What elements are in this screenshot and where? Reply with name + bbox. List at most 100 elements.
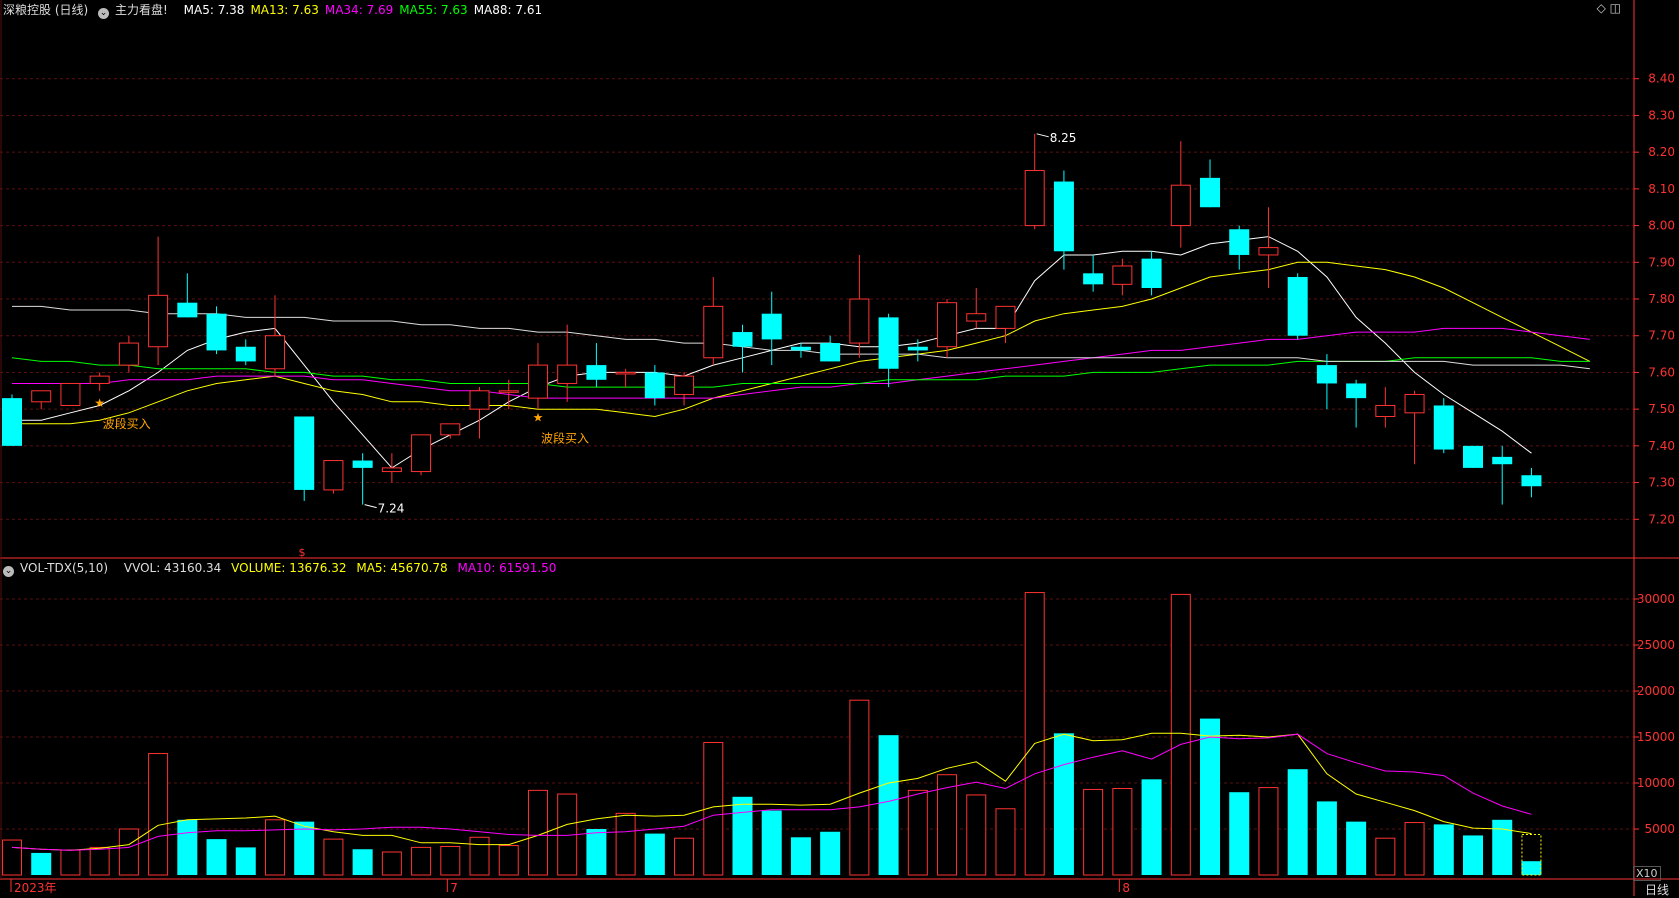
candle-body[interactable] — [790, 346, 811, 351]
candle-body[interactable] — [761, 313, 782, 340]
volume-bar[interactable] — [937, 774, 958, 876]
candle-body[interactable] — [89, 375, 110, 384]
volume-bars[interactable] — [2, 592, 1542, 876]
volume-bar[interactable] — [323, 838, 344, 876]
volume-bar[interactable] — [732, 796, 753, 875]
volume-bar[interactable] — [1316, 801, 1337, 875]
volume-bar[interactable] — [966, 794, 987, 876]
candle-body[interactable] — [148, 294, 169, 348]
candle-body[interactable] — [1112, 265, 1133, 285]
volume-bar[interactable] — [1346, 821, 1367, 875]
volume-bar[interactable] — [411, 846, 432, 876]
candle-body[interactable] — [966, 313, 987, 322]
candle-body[interactable] — [527, 364, 548, 399]
volume-bar[interactable] — [1492, 819, 1513, 875]
candle-body[interactable] — [1521, 475, 1542, 487]
candle-body[interactable] — [1316, 365, 1337, 384]
volume-bar[interactable] — [60, 849, 81, 876]
volume-bar[interactable] — [381, 851, 402, 876]
volume-bar[interactable] — [1083, 788, 1104, 876]
indicator-selector[interactable]: ⌄ 主力看盘! — [98, 3, 174, 19]
volume-bar[interactable] — [440, 845, 461, 876]
candle-body[interactable] — [1433, 405, 1454, 450]
candle-body[interactable] — [60, 382, 81, 406]
volume-bar[interactable] — [674, 837, 695, 876]
candle-body[interactable] — [323, 460, 344, 491]
candle-body[interactable] — [557, 364, 578, 384]
volume-bar[interactable] — [849, 699, 870, 876]
candle-body[interactable] — [1083, 273, 1104, 285]
candle-body[interactable] — [644, 372, 665, 399]
period-label[interactable]: 日线 — [1645, 883, 1670, 897]
volume-bar[interactable] — [469, 836, 490, 876]
panel-icon[interactable]: ◫ — [1609, 1, 1621, 15]
candlestick-series[interactable] — [2, 133, 1542, 505]
candle-body[interactable] — [264, 335, 285, 370]
volume-bar[interactable] — [1433, 824, 1454, 875]
volume-bar[interactable] — [89, 846, 110, 876]
volume-bar[interactable] — [206, 839, 227, 875]
candle-body[interactable] — [411, 434, 432, 473]
zoom-x10-button[interactable]: X10 — [1633, 866, 1661, 881]
candle-body[interactable] — [849, 298, 870, 344]
volume-bar[interactable] — [1200, 718, 1221, 875]
volume-bar[interactable] — [1287, 769, 1308, 875]
volume-bar[interactable] — [148, 753, 169, 876]
candle-body[interactable] — [1463, 445, 1483, 468]
diamond-icon[interactable]: ◇ — [1596, 1, 1606, 15]
candle-body[interactable] — [878, 317, 899, 369]
volume-bar[interactable] — [1024, 592, 1045, 876]
candle-body[interactable] — [440, 423, 461, 436]
candle-body[interactable] — [1141, 258, 1162, 288]
candle-body[interactable] — [1024, 170, 1045, 227]
candle-body[interactable] — [381, 467, 402, 473]
candle-body[interactable] — [1053, 181, 1074, 252]
candle-body[interactable] — [469, 390, 490, 410]
chevron-down-icon[interactable]: ⌄ — [3, 566, 14, 577]
candle-body[interactable] — [615, 371, 636, 375]
volume-bar[interactable] — [790, 837, 811, 875]
volume-bar[interactable] — [644, 833, 665, 875]
candle-body[interactable] — [937, 302, 958, 348]
candle-body[interactable] — [732, 332, 753, 347]
volume-bar[interactable] — [498, 845, 519, 876]
candle-body[interactable] — [1375, 404, 1396, 417]
candle-body[interactable] — [294, 416, 315, 490]
candle-body[interactable] — [995, 305, 1016, 329]
candle-body[interactable] — [2, 398, 22, 446]
candle-body[interactable] — [31, 390, 52, 403]
volume-bar[interactable] — [235, 847, 256, 875]
candle-body[interactable] — [907, 346, 928, 351]
volume-bar[interactable] — [1112, 788, 1133, 876]
volume-bar[interactable] — [761, 810, 782, 875]
volume-bar[interactable] — [615, 812, 636, 876]
volume-bar[interactable] — [1404, 822, 1425, 876]
candle-body[interactable] — [1229, 229, 1250, 255]
volume-bar[interactable] — [1141, 779, 1162, 875]
candle-body[interactable] — [1492, 456, 1513, 465]
candle-body[interactable] — [206, 313, 227, 351]
candle-body[interactable] — [498, 390, 519, 393]
volume-bar[interactable] — [2, 839, 22, 876]
volume-bar[interactable] — [820, 831, 841, 875]
volume-bar[interactable] — [1258, 787, 1279, 876]
volume-bar[interactable] — [294, 821, 315, 875]
volume-bar[interactable] — [1229, 792, 1250, 875]
candle-body[interactable] — [1346, 383, 1367, 399]
volume-bar[interactable] — [527, 789, 548, 876]
volume-bar[interactable] — [31, 852, 52, 875]
volume-bar[interactable] — [995, 808, 1016, 876]
candle-body[interactable] — [177, 302, 198, 318]
volume-bar[interactable] — [878, 735, 899, 875]
volume-bar[interactable] — [1170, 593, 1191, 876]
volume-bar[interactable] — [1375, 837, 1396, 876]
candle-body[interactable] — [586, 365, 607, 380]
candle-body[interactable] — [235, 346, 256, 362]
volume-bar[interactable] — [1053, 733, 1074, 875]
volume-bar[interactable] — [264, 819, 285, 876]
volume-bar[interactable] — [703, 742, 724, 876]
candle-body[interactable] — [703, 305, 724, 359]
stock-title[interactable]: 深粮控股 (日线) — [3, 3, 89, 17]
volume-bar[interactable] — [907, 789, 928, 876]
